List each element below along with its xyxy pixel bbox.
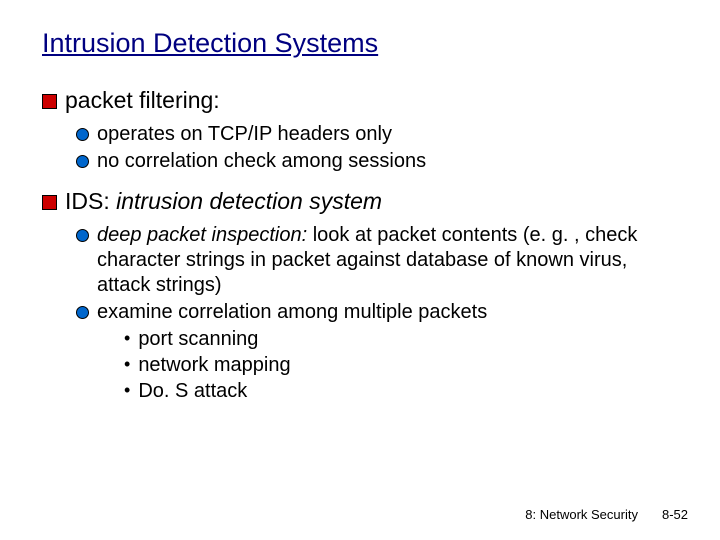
sub-bullet: no correlation check among sessions (76, 149, 678, 174)
sub-sub-text: port scanning (138, 327, 258, 352)
circle-bullet-icon (76, 229, 89, 242)
bullet-text: packet filtering: (65, 87, 220, 114)
sub-sub-text: network mapping (138, 353, 290, 378)
sub-bullet-text: examine correlation among multiple packe… (97, 300, 678, 325)
bullet-text: IDS: intrusion detection system (65, 188, 382, 215)
square-bullet-icon (42, 94, 57, 109)
circle-bullet-icon (76, 155, 89, 168)
footer-page: 8-52 (662, 507, 688, 522)
sub-bullet: operates on TCP/IP headers only (76, 122, 678, 147)
sub-bullet: examine correlation among multiple packe… (76, 300, 678, 325)
ids-italic: intrusion detection system (116, 188, 382, 214)
emph-text: deep packet inspection: (97, 224, 307, 246)
footer-section: 8: Network Security (525, 507, 638, 522)
bullet-packet-filtering: packet filtering: (42, 87, 678, 114)
slide-footer: 8: Network Security 8-52 (525, 507, 688, 522)
square-bullet-icon (42, 195, 57, 210)
circle-bullet-icon (76, 128, 89, 141)
sub-bullet-text: deep packet inspection: look at packet c… (97, 223, 678, 298)
sub-sub-text: Do. S attack (138, 379, 247, 404)
circle-bullet-icon (76, 306, 89, 319)
sub-sub-bullet: • network mapping (124, 353, 678, 378)
sub-sub-bullet: • Do. S attack (124, 379, 678, 404)
sub-sub-bullet: • port scanning (124, 327, 678, 352)
ids-prefix: IDS: (65, 188, 116, 214)
dot-bullet-icon: • (124, 379, 130, 402)
slide-title: Intrusion Detection Systems (42, 28, 678, 59)
sub-bullet-text: no correlation check among sessions (97, 149, 678, 174)
sub-bullet-text: operates on TCP/IP headers only (97, 122, 678, 147)
bullet-ids: IDS: intrusion detection system (42, 188, 678, 215)
slide-content: Intrusion Detection Systems packet filte… (0, 0, 720, 404)
dot-bullet-icon: • (124, 327, 130, 350)
sub-bullet: deep packet inspection: look at packet c… (76, 223, 678, 298)
dot-bullet-icon: • (124, 353, 130, 376)
